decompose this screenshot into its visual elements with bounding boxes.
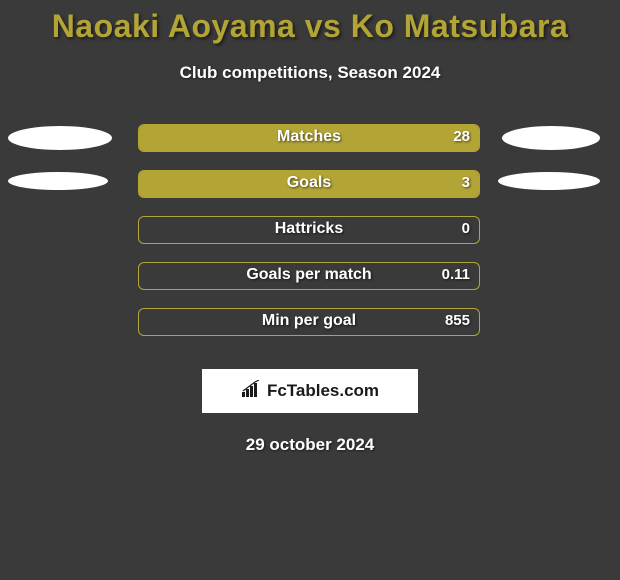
bar-track bbox=[138, 308, 480, 336]
bar-track bbox=[138, 216, 480, 244]
stat-row: Goals3 bbox=[0, 169, 620, 215]
stat-row: Hattricks0 bbox=[0, 215, 620, 261]
bar-track bbox=[138, 262, 480, 290]
bar-fill bbox=[139, 125, 479, 151]
stat-value: 855 bbox=[445, 312, 470, 329]
logo-text: FcTables.com bbox=[267, 381, 379, 401]
stats-list: Matches28Goals3Hattricks0Goals per match… bbox=[0, 123, 620, 353]
right-ellipse bbox=[498, 172, 600, 190]
page-title: Naoaki Aoyama vs Ko Matsubara bbox=[0, 8, 620, 45]
stat-row: Goals per match0.11 bbox=[0, 261, 620, 307]
stat-row: Min per goal855 bbox=[0, 307, 620, 353]
right-ellipse bbox=[502, 126, 600, 150]
left-ellipse bbox=[8, 172, 108, 190]
left-ellipse bbox=[8, 126, 112, 150]
subtitle: Club competitions, Season 2024 bbox=[0, 63, 620, 83]
bar-chart-icon bbox=[241, 380, 263, 403]
date-text: 29 october 2024 bbox=[0, 435, 620, 455]
stat-value: 0 bbox=[462, 220, 470, 237]
bar-fill bbox=[139, 171, 479, 197]
stat-row: Matches28 bbox=[0, 123, 620, 169]
stat-value: 0.11 bbox=[442, 266, 470, 283]
bar-track bbox=[138, 124, 480, 152]
stat-value: 28 bbox=[453, 128, 470, 145]
bar-track bbox=[138, 170, 480, 198]
stat-value: 3 bbox=[462, 174, 470, 191]
logo-box[interactable]: FcTables.com bbox=[202, 369, 418, 413]
